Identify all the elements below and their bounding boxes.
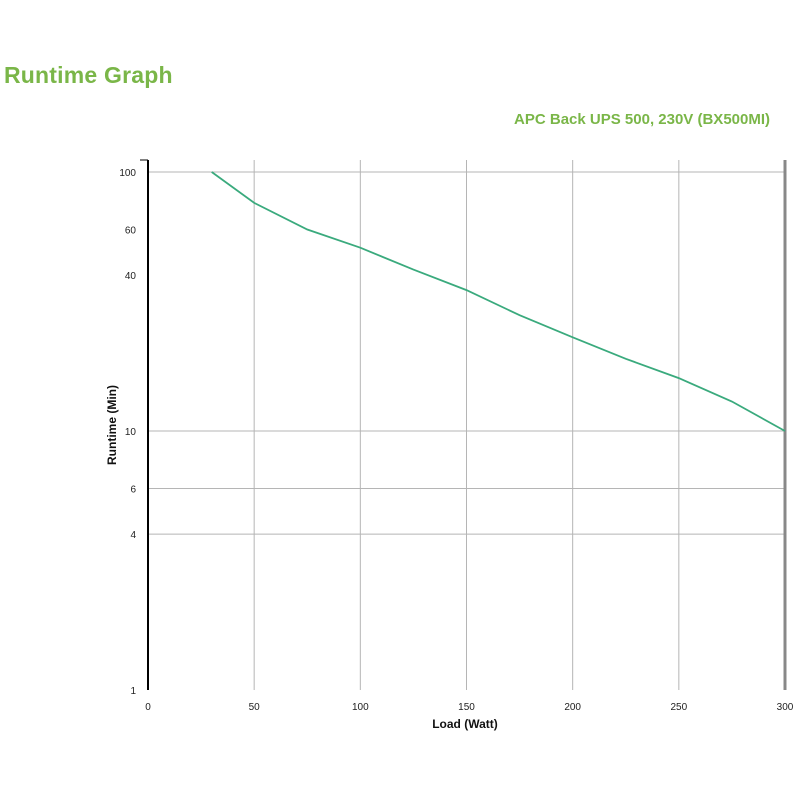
y-tick-label: 10: [125, 427, 137, 438]
x-tick-label: 50: [249, 702, 261, 713]
x-tick-label: 100: [352, 702, 369, 713]
x-tick-label: 250: [670, 702, 687, 713]
axes-layer: [140, 159, 149, 690]
y-tick-label: 40: [125, 271, 137, 282]
page-title: Runtime Graph: [4, 62, 173, 88]
y-tick-label: 4: [130, 530, 136, 541]
grid-layer: [148, 160, 787, 690]
series-line: [211, 171, 786, 432]
x-tick-label: 0: [145, 702, 151, 713]
x-tick-label: 300: [777, 702, 794, 713]
y-tick-label: 1: [130, 686, 136, 697]
y-tick-label: 6: [130, 484, 136, 495]
chart-subtitle: APC Back UPS 500, 230V (BX500MI): [514, 111, 770, 128]
x-tick-label: 150: [458, 702, 475, 713]
y-axis-title: Runtime (Min): [105, 385, 119, 465]
y-tick-label: 60: [125, 225, 137, 236]
series-layer: [211, 171, 786, 432]
x-axis-title: Load (Watt): [432, 717, 498, 731]
y-tick-label: 100: [119, 168, 136, 179]
label-layer: 0 50 100 150 200 250 300 1 4 6 10 40 60 100: [119, 168, 793, 713]
x-tick-label: 200: [564, 702, 581, 713]
